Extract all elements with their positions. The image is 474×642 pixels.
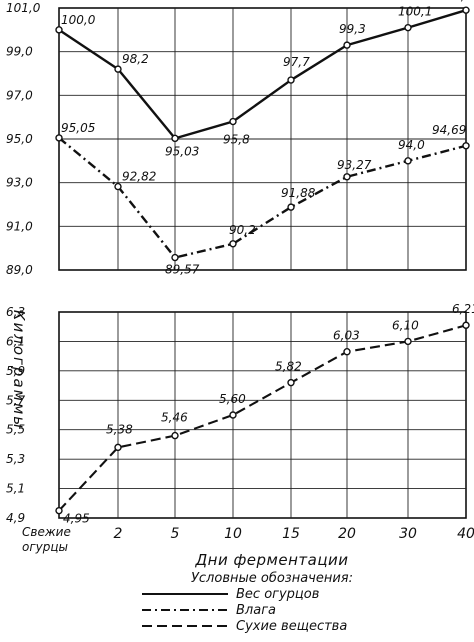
data-point: [343, 41, 351, 49]
data-point: [229, 240, 237, 248]
data-label: 93,27: [337, 158, 372, 172]
legend-label: Влага: [236, 603, 276, 618]
data-point: [404, 337, 412, 346]
data-point: [462, 142, 470, 150]
y-tick-label: 101,0: [6, 1, 41, 15]
data-point: [171, 431, 179, 440]
data-label: 100,9: [438, 0, 472, 3]
x-tick-label: 10: [224, 526, 242, 542]
data-point: [287, 203, 295, 211]
data-label: 98,2: [122, 52, 149, 66]
y-tick-label: 95,0: [6, 132, 33, 146]
x-tick-label: 30: [399, 526, 417, 542]
x-axis-title: Дни ферментации: [194, 551, 348, 569]
data-label: 99,3: [339, 22, 366, 36]
data-point: [55, 134, 63, 142]
data-label: 95,05: [61, 121, 95, 135]
data-label: 90,2: [229, 223, 256, 237]
y-tick-label: 97,0: [6, 88, 33, 102]
data-label: 89,57: [165, 263, 200, 277]
data-label: 6,03: [333, 329, 360, 343]
data-point: [55, 506, 63, 515]
data-label: 5,82: [275, 360, 302, 374]
data-point: [404, 23, 412, 32]
data-label: 5,60: [219, 392, 246, 406]
data-point: [462, 321, 470, 329]
data-point: [404, 157, 412, 165]
data-label: 95,8: [223, 133, 250, 147]
y-tick-label: 4,9: [6, 511, 25, 525]
data-label: 100,0: [61, 13, 96, 27]
x-tick-label: 2: [114, 526, 123, 542]
y-tick-label: 5,3: [6, 452, 25, 466]
data-point: [343, 348, 351, 356]
data-label: 94,69: [432, 123, 466, 137]
legend-label: Вес огурцов: [236, 587, 319, 602]
data-point: [114, 182, 122, 191]
data-point: [343, 173, 351, 181]
data-label: 5,38: [106, 422, 133, 436]
legend-label: Сухие вещества: [236, 619, 347, 634]
y-tick-label: 5,9: [6, 364, 25, 378]
series-line: [58, 9, 467, 140]
data-label: 100,1: [398, 5, 432, 19]
x-tick-label: огурцы: [22, 540, 68, 554]
legend: Условные обозначения: Вес огурцовВлагаСу…: [142, 571, 353, 634]
plot-frame: [58, 311, 467, 519]
x-tick-label: Свежие: [22, 525, 71, 539]
data-label: 92,82: [122, 170, 156, 184]
data-label: 95,03: [165, 144, 199, 158]
y-tick-label: 93,0: [6, 176, 33, 190]
y-tick-label: 89,0: [6, 263, 33, 277]
data-point: [287, 378, 295, 387]
data-point: [114, 443, 122, 452]
bottom-panel: 6,3 6,1 5,9 5,7 5,5 5,3 5,1 4,9 4,95 5,38 5,46 5,60…: [6, 302, 474, 525]
y-tick-label: 99,0: [6, 45, 33, 59]
data-point: [229, 411, 237, 419]
series-line: [58, 324, 467, 512]
data-label: 5,46: [161, 411, 188, 425]
data-point: [462, 6, 470, 14]
data-point: [229, 117, 237, 126]
data-label: 4,95: [63, 512, 90, 526]
data-point: [55, 26, 63, 34]
top-panel: 101,0 99,0 97,0 95,0 93,0 91,0 89,0 100,0 98,2 95…: [6, 0, 472, 277]
y-tick-label: 5,5: [6, 423, 25, 437]
data-label: 94,0: [398, 138, 425, 152]
x-tick-label: 5: [171, 526, 180, 542]
data-point: [171, 253, 179, 262]
data-point: [114, 65, 122, 73]
data-label: 6,21: [452, 302, 474, 316]
data-label: 97,7: [283, 55, 310, 69]
data-label: 91,88: [281, 186, 316, 200]
y-tick-label: 6,1: [6, 334, 25, 348]
data-label: 6,10: [392, 318, 419, 332]
y-tick-label: 91,0: [6, 219, 33, 233]
y-tick-label: 6,3: [6, 305, 25, 319]
x-tick-label: 15: [282, 526, 300, 542]
legend-title: Условные обозначения:: [191, 571, 353, 586]
y-axis-title: Килограммы: [10, 310, 28, 430]
y-tick-label: 5,1: [6, 482, 25, 496]
series-line: [58, 136, 467, 259]
x-tick-label: 20: [338, 526, 356, 542]
data-point: [287, 76, 295, 84]
y-tick-label: 5,7: [6, 393, 25, 407]
x-tick-label: 40: [457, 526, 474, 542]
data-point: [171, 134, 179, 143]
